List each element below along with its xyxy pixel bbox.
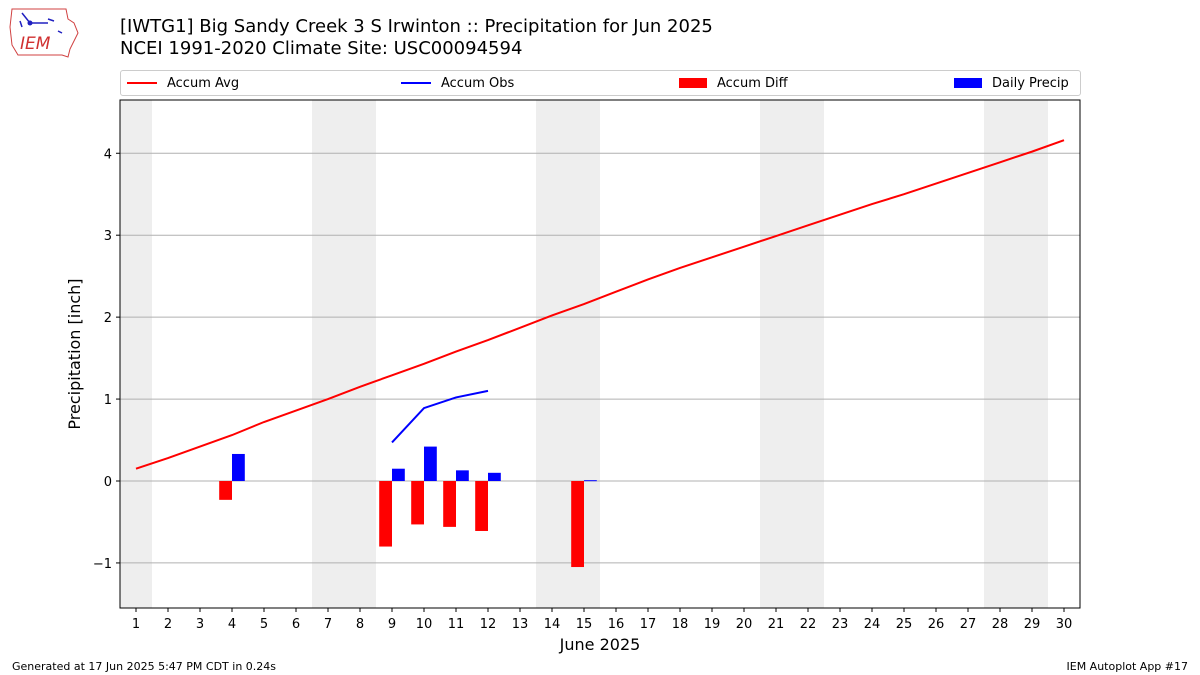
x-tick-label-23: 23 (832, 617, 849, 632)
weekend-band-day-1 (120, 100, 152, 608)
legend-item-daily-precip: Daily Precip (954, 71, 1069, 95)
legend-item-accum-avg: Accum Avg (127, 71, 239, 95)
x-tick-label-12: 12 (480, 617, 497, 632)
x-tick-label-2: 2 (164, 617, 172, 632)
x-tick-label-14: 14 (544, 617, 561, 632)
legend-label-accum-diff: Accum Diff (717, 75, 788, 91)
accum-obs-line (391, 389, 489, 444)
accum-diff-bar-day-15 (571, 481, 584, 568)
weekend-band-day-22 (792, 100, 824, 608)
daily-precip-bar-day-12 (488, 472, 501, 481)
daily-precip-bar-day-9 (392, 468, 405, 481)
y-tick-label-5: 4 (104, 147, 112, 162)
x-axis-label: June 2025 (559, 635, 641, 654)
y-tick-label-1: 0 (104, 475, 112, 490)
x-tick-label-29: 29 (1024, 617, 1041, 632)
x-tick-label-20: 20 (736, 617, 753, 632)
y-axis-label: Precipitation [inch] (65, 278, 84, 429)
accum-diff-bar-day-12 (475, 481, 488, 531)
x-tick-label-21: 21 (768, 617, 785, 632)
accum-avg-line (135, 139, 1065, 470)
x-tick-label-8: 8 (356, 617, 364, 632)
daily-precip-bar-day-4 (232, 453, 245, 481)
legend-swatch-accum-obs (401, 82, 431, 84)
y-tick-label-2: 1 (104, 393, 112, 408)
y-tick-label-3: 2 (104, 311, 112, 326)
daily-precip-bar-day-11 (456, 470, 469, 481)
legend-label-accum-avg: Accum Avg (167, 75, 240, 91)
x-tick-label-19: 19 (704, 617, 721, 632)
legend-swatch-accum-avg (127, 82, 157, 84)
x-tick-label-10: 10 (416, 617, 433, 632)
weekend-band-day-7 (312, 100, 344, 608)
footer-app: IEM Autoplot App #17 (1066, 660, 1189, 673)
weekend-band-day-28 (984, 100, 1016, 608)
daily-precip-bar-day-15 (584, 480, 597, 482)
accum-diff-bar-day-4 (219, 481, 232, 500)
legend-item-accum-diff: Accum Diff (679, 71, 788, 95)
legend-swatch-daily-precip (954, 78, 982, 88)
x-tick-label-6: 6 (292, 617, 300, 632)
x-tick-label-11: 11 (448, 617, 465, 632)
y-tick-label-4: 3 (104, 229, 112, 244)
x-tick-label-9: 9 (388, 617, 396, 632)
x-tick-label-25: 25 (896, 617, 913, 632)
weekend-band-day-8 (344, 100, 376, 608)
legend: Accum Avg Accum Obs Accum Diff Daily Pre… (120, 70, 1081, 96)
legend-label-accum-obs: Accum Obs (441, 75, 515, 91)
x-tick-label-5: 5 (260, 617, 268, 632)
logo-text: IEM (20, 34, 51, 54)
x-tick-label-7: 7 (324, 617, 332, 632)
weekend-band-day-14 (536, 100, 568, 608)
x-tick-label-17: 17 (640, 617, 657, 632)
legend-item-accum-obs: Accum Obs (401, 71, 514, 95)
x-tick-label-28: 28 (992, 617, 1009, 632)
accum-diff-bar-day-10 (411, 481, 424, 525)
weekend-band-day-29 (1016, 100, 1048, 608)
x-tick-label-30: 30 (1056, 617, 1073, 632)
weekend-band-day-15 (568, 100, 600, 608)
footer-generated: Generated at 17 Jun 2025 5:47 PM CDT in … (12, 660, 277, 673)
x-tick-label-22: 22 (800, 617, 817, 632)
x-tick-label-13: 13 (512, 617, 529, 632)
daily-precip-bar-day-10 (424, 446, 437, 481)
y-tick-label-0: −1 (93, 557, 112, 572)
chart-title-line1: [IWTG1] Big Sandy Creek 3 S Irwinton :: … (120, 16, 713, 37)
x-tick-label-16: 16 (608, 617, 625, 632)
x-tick-label-27: 27 (960, 617, 977, 632)
x-tick-label-4: 4 (228, 617, 236, 632)
x-tick-label-15: 15 (576, 617, 593, 632)
accum-diff-bar-day-9 (379, 481, 392, 547)
x-tick-label-3: 3 (196, 617, 204, 632)
x-tick-label-26: 26 (928, 617, 945, 632)
chart-title: [IWTG1] Big Sandy Creek 3 S Irwinton :: … (120, 16, 713, 60)
iem-logo: IEM (9, 8, 79, 58)
x-tick-label-1: 1 (132, 617, 140, 632)
chart-title-line2: NCEI 1991-2020 Climate Site: USC00094594 (120, 38, 523, 59)
legend-swatch-accum-diff (679, 78, 707, 88)
accum-diff-bar-day-11 (443, 481, 456, 527)
weekend-band-day-21 (760, 100, 792, 608)
plot-frame (119, 99, 1081, 609)
legend-label-daily-precip: Daily Precip (992, 75, 1069, 91)
x-tick-label-24: 24 (864, 617, 881, 632)
x-tick-label-18: 18 (672, 617, 689, 632)
